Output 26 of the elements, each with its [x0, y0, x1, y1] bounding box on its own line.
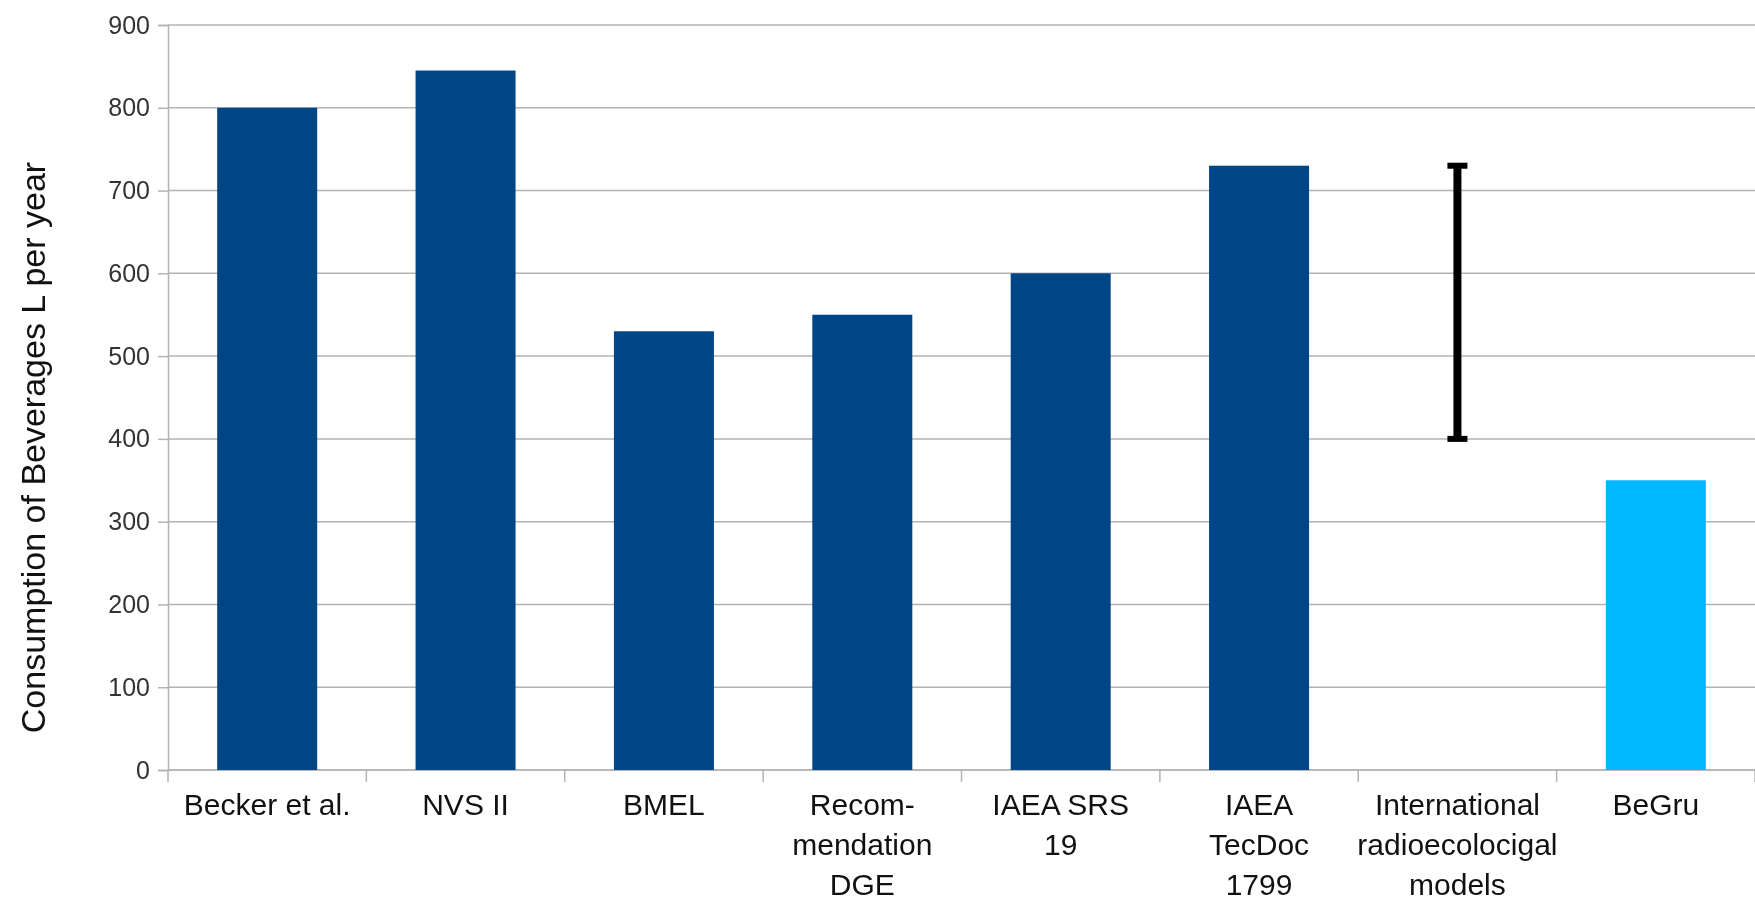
y-tick-label: 0 — [136, 755, 150, 784]
y-tick-label: 200 — [108, 589, 150, 618]
x-tick-label: BMEL — [623, 788, 705, 821]
x-tick-label: Recom- mendation DGE — [792, 788, 933, 901]
y-tick-label: 800 — [108, 93, 150, 122]
y-tick-label: 700 — [108, 176, 150, 205]
y-axis-title: Consumption of Beverages L per year — [14, 161, 52, 734]
x-tick-label: International radioecolocigal models — [1357, 788, 1558, 901]
y-tick-label: 300 — [108, 507, 150, 536]
bar — [1605, 480, 1706, 770]
x-tick-label: IAEA TecDoc 1799 — [1209, 788, 1310, 901]
bar — [217, 107, 318, 770]
bar — [1010, 273, 1111, 770]
y-tick-label: 100 — [108, 672, 150, 701]
x-tick-label: IAEA SRS 19 — [992, 788, 1130, 861]
y-tick-label: 500 — [108, 341, 150, 370]
bar — [812, 314, 913, 770]
x-tick-label: BeGru — [1612, 788, 1700, 821]
bar — [415, 70, 516, 770]
x-tick-label: NVS II — [422, 788, 509, 821]
y-tick-label: 400 — [108, 424, 150, 453]
y-tick-label: 600 — [108, 258, 150, 287]
y-tick-label: 900 — [108, 10, 150, 39]
x-tick-label: Becker et al. — [183, 788, 351, 821]
bar — [1209, 165, 1310, 770]
bar — [613, 331, 714, 770]
